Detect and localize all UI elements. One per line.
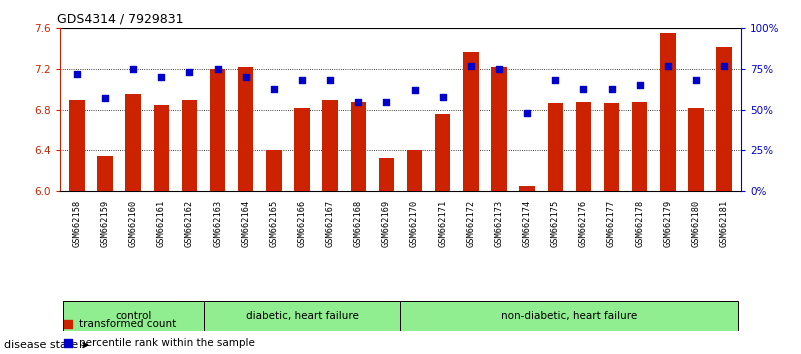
Text: percentile rank within the sample: percentile rank within the sample [79,338,255,348]
Text: GSM662166: GSM662166 [297,200,307,247]
Bar [266,150,282,191]
Bar [294,108,310,191]
Text: GSM662167: GSM662167 [326,200,335,247]
Point [127,66,139,72]
Point [718,63,731,69]
Text: GSM662178: GSM662178 [635,200,644,247]
Point [239,74,252,80]
Bar [604,103,619,191]
Text: GSM662174: GSM662174 [522,200,532,247]
Text: GSM662176: GSM662176 [579,200,588,247]
Bar [63,301,203,331]
Bar [688,108,703,191]
Bar [519,186,535,191]
Text: GSM662171: GSM662171 [438,200,447,247]
Text: GDS4314 / 7929831: GDS4314 / 7929831 [57,13,183,26]
Point [690,78,702,83]
Point [380,99,392,104]
Point [155,74,167,80]
Bar [463,52,478,191]
Text: disease state: disease state [4,340,87,350]
Bar [69,99,85,191]
Bar [435,114,450,191]
Text: diabetic, heart failure: diabetic, heart failure [246,311,359,321]
Bar [203,301,400,331]
Bar [491,67,507,191]
Bar [407,150,422,191]
Point [352,99,364,104]
Bar [632,102,647,191]
Bar [379,158,394,191]
Text: GSM662172: GSM662172 [466,200,475,247]
Point [469,88,481,94]
Bar [351,102,366,191]
Point [211,66,224,72]
Text: GSM662158: GSM662158 [72,200,82,247]
Point [465,63,477,69]
Text: GSM662177: GSM662177 [607,200,616,247]
Point [183,69,196,75]
Bar [98,155,113,191]
Point [577,86,590,91]
Text: GSM662175: GSM662175 [551,200,560,247]
Point [70,71,83,77]
Text: GSM662180: GSM662180 [691,200,700,247]
Point [634,82,646,88]
Text: GSM662173: GSM662173 [494,200,504,247]
Text: GSM662165: GSM662165 [269,200,279,247]
Bar [548,103,563,191]
Text: GSM662169: GSM662169 [382,200,391,247]
Point [268,86,280,91]
Text: GSM662170: GSM662170 [410,200,419,247]
Bar [400,301,738,331]
Point [521,110,533,116]
Point [409,87,421,93]
Bar [238,67,253,191]
Bar [154,105,169,191]
Bar [323,99,338,191]
Point [296,78,308,83]
Bar [210,69,225,191]
Text: GSM662163: GSM662163 [213,200,222,247]
Point [493,66,505,72]
Text: non-diabetic, heart failure: non-diabetic, heart failure [501,311,638,321]
Text: GSM662168: GSM662168 [354,200,363,247]
Bar [182,99,197,191]
Text: GSM662164: GSM662164 [241,200,250,247]
Bar [126,95,141,191]
Text: transformed count: transformed count [79,319,176,329]
Text: GSM662160: GSM662160 [129,200,138,247]
Text: control: control [115,311,151,321]
Point [437,94,449,99]
Text: GSM662159: GSM662159 [101,200,110,247]
Text: GSM662161: GSM662161 [157,200,166,247]
Bar [576,102,591,191]
Text: GSM662179: GSM662179 [663,200,672,247]
Text: GSM662162: GSM662162 [185,200,194,247]
Point [662,63,674,69]
Point [605,86,618,91]
Bar [660,33,675,191]
Point [99,96,111,101]
Bar [716,47,732,191]
Point [324,78,336,83]
Text: GSM662181: GSM662181 [719,200,729,247]
Point [549,78,562,83]
Point [469,266,481,271]
